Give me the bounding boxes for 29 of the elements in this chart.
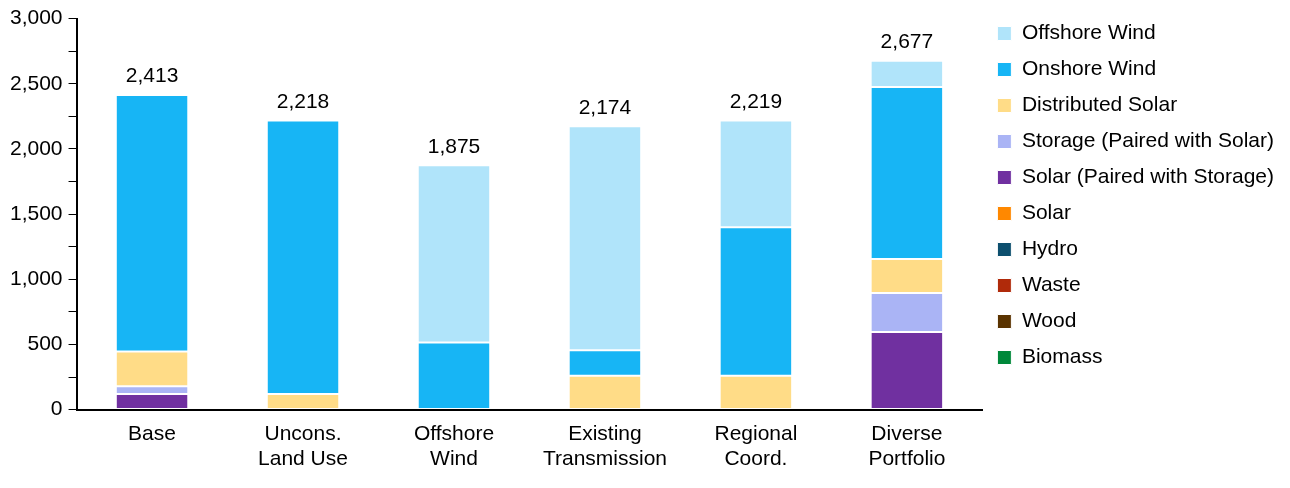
x-tick-label: Uncons. Land Use [258,421,348,470]
x-tick-label: Base [128,421,176,444]
legend-label: Storage (Paired with Solar) [1021,128,1275,152]
legend-label: Waste [1021,272,1081,296]
y-tick-label: 500 [27,331,63,355]
legend-label: Hydro [1021,236,1078,260]
total-label: 2,174 [578,94,632,118]
total-label: 2,413 [125,63,179,87]
x-tick-label: Diverse Portfolio [868,421,946,470]
legend-label: Distributed Solar [1021,92,1178,116]
x-tick-label: Regional Coord. [714,421,798,470]
x-tick-label: Existing Transmission [542,421,667,470]
total-label: 1,875 [427,133,481,157]
x-tick-label: Offshore Wind [413,421,495,470]
legend-label: Onshore Wind [1021,56,1157,80]
legend-label: Solar (Paired with Storage) [1021,164,1275,188]
legend-label: Offshore Wind [1021,20,1156,44]
y-tick-label: 2,000 [9,135,63,159]
legend-label: Biomass [1021,344,1103,368]
total-label: 2,218 [276,88,330,112]
legend-label: Wood [1021,308,1077,332]
y-tick-label: 1,000 [9,266,63,290]
y-tick-label: 3,000 [9,5,63,29]
y-tick-label: 0 [50,396,63,420]
total-label: 2,677 [880,28,934,52]
y-tick-label: 1,500 [9,200,63,224]
y-tick-label: 2,500 [9,70,63,94]
legend-label: Solar [1021,200,1071,224]
total-label: 2,219 [729,88,783,112]
